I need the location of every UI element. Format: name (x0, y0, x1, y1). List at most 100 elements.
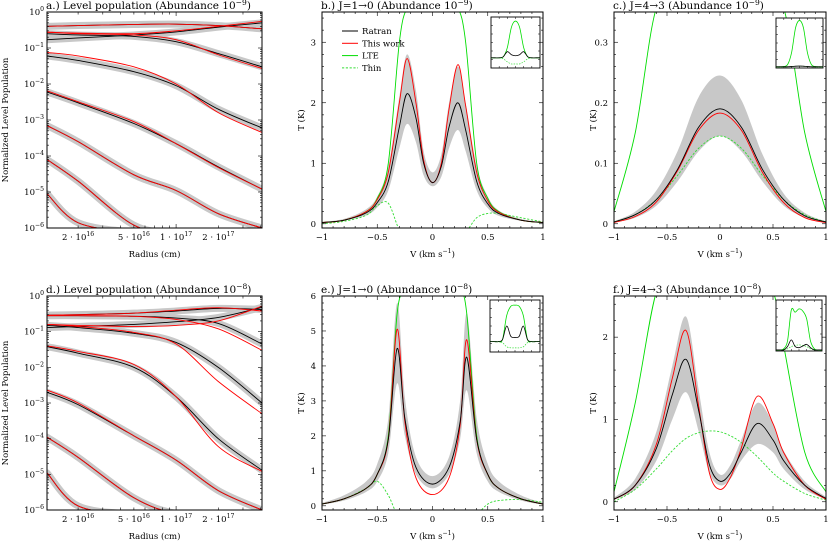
x-tick-label-main: 1 · 10 (160, 515, 184, 525)
x-tick-label: 0.5 (481, 515, 495, 525)
this-work-level-1 (47, 23, 262, 30)
x-tick-label: 1 · 1017 (160, 231, 192, 243)
y-tick-label: 10−3 (24, 114, 44, 126)
y-tick-label: 1 (603, 415, 608, 425)
x-tick-label-main: 1 · 10 (160, 233, 184, 243)
panel-title-superscript: −9 (236, 0, 247, 7)
x-tick-label: −0.5 (657, 233, 678, 243)
y-tick-label: 10−1 (24, 326, 44, 338)
y-axis-label: T (K) (588, 109, 599, 130)
x-tick-label-superscript: 16 (86, 513, 94, 520)
legend-label: Ratran (362, 27, 392, 37)
uncertainty-band (322, 54, 543, 223)
inset-lte-line (775, 307, 823, 351)
this-work-level-4 (47, 345, 262, 472)
x-tick-label: 5 · 1016 (118, 231, 150, 243)
y-tick-label-main: 10 (24, 152, 35, 162)
y-tick-label-superscript: −6 (35, 222, 44, 229)
this-work-level-2 (47, 315, 262, 351)
x-tick-label: −0.5 (367, 233, 388, 243)
x-tick-label-main: 5 · 10 (118, 233, 142, 243)
x-tick-label: 0.5 (481, 233, 495, 243)
inset-frame (490, 16, 541, 69)
panel-title-main: c.) J=4→3 (Abundance 10 (613, 0, 749, 12)
x-axis-label-main: V (km s (697, 531, 730, 542)
y-tick-label: 10−6 (24, 222, 44, 234)
y-tick-label-main: 10 (24, 80, 35, 90)
x-tick-label-superscript: 16 (142, 513, 150, 520)
panel-title-end: ) (247, 284, 251, 296)
x-tick-label: 0 (717, 233, 722, 243)
y-tick-label-main: 10 (24, 435, 35, 445)
uncertainty-band-level-3 (47, 52, 262, 132)
this-work-line (614, 330, 826, 500)
panel-title: a.) Level population (Abundance 10−9) (46, 0, 251, 12)
thin-line (322, 480, 543, 510)
inset-plot (489, 299, 541, 353)
y-tick-label-main: 10 (29, 8, 40, 18)
panel-title-end: ) (760, 0, 764, 12)
panel-title: c.) J=4→3 (Abundance 10−9) (613, 0, 764, 12)
x-axis-label-superscript: −1 (443, 530, 452, 537)
this-work-level-4 (47, 90, 262, 190)
panel-title: f.) J=4→3 (Abundance 10−8) (613, 282, 762, 296)
y-tick-label-superscript: 0 (40, 6, 44, 13)
y-tick-label: 10−1 (24, 42, 44, 54)
thin-line (322, 201, 543, 228)
plot-area (47, 19, 262, 228)
y-tick-label-main: 10 (24, 363, 35, 373)
x-axis-label: Radius (cm) (129, 531, 181, 542)
uncertainty-band-level-5 (47, 122, 262, 228)
y-tick-label-superscript: −1 (35, 42, 44, 49)
this-work-level-2 (47, 31, 262, 69)
plot-area (614, 12, 826, 223)
x-axis-label: Radius (cm) (129, 249, 181, 260)
panel-title: d.) Level population (Abundance 10−8) (46, 282, 251, 296)
x-tick-label: 2 · 1017 (202, 231, 234, 243)
x-tick-label-main: 2 · 10 (62, 515, 86, 525)
x-tick-label: 1 (823, 233, 828, 243)
panel-title-end: ) (757, 284, 761, 296)
x-axis-label-superscript: −1 (730, 248, 739, 255)
y-tick-label: 0.2 (594, 99, 608, 109)
y-tick-label-superscript: −6 (35, 504, 44, 511)
y-tick-label-main: 10 (24, 116, 35, 126)
y-tick-label-superscript: −5 (35, 468, 44, 475)
y-tick-label: 0 (603, 498, 608, 508)
x-tick-label-superscript: 16 (86, 231, 94, 238)
x-tick-label-superscript: 16 (142, 231, 150, 238)
x-tick-label: 2 · 1017 (202, 513, 234, 525)
this-work-level-5 (47, 125, 262, 228)
y-tick-label: 10−6 (24, 504, 44, 516)
y-tick-label-superscript: −3 (35, 397, 44, 404)
y-tick-label: 10−5 (24, 468, 44, 480)
this-work-level-6 (47, 436, 164, 510)
x-tick-label-main: 2 · 10 (202, 515, 226, 525)
x-tick-label-main: 2 · 10 (62, 233, 86, 243)
y-tick-label-main: 10 (24, 328, 35, 338)
y-tick-label-main: 10 (24, 399, 35, 409)
x-tick-label-main: 5 · 10 (118, 515, 142, 525)
y-tick-label: 100 (29, 6, 44, 18)
x-axis-label: V (km s−1) (409, 530, 455, 542)
ratran-line (614, 358, 826, 500)
y-tick-label: 0 (311, 220, 316, 230)
legend-label: LTE (362, 52, 379, 62)
lte-line (614, 12, 826, 212)
x-tick-label: 1 (540, 515, 545, 525)
legend-label: This work (362, 39, 405, 49)
x-axis-label-main: V (km s (697, 249, 730, 260)
y-axis-label: T (K) (296, 392, 307, 413)
x-axis-label-end: ) (452, 531, 455, 542)
x-axis-label: V (km s−1) (697, 248, 743, 260)
y-tick-label: 0 (311, 502, 316, 512)
x-tick-label: 0.5 (766, 233, 780, 243)
this-work-level-6 (47, 159, 142, 228)
x-tick-label: −1 (316, 233, 329, 243)
y-tick-label: 0 (603, 220, 608, 230)
this-work-level-5 (47, 389, 262, 510)
y-tick-label: 10−2 (24, 78, 44, 90)
